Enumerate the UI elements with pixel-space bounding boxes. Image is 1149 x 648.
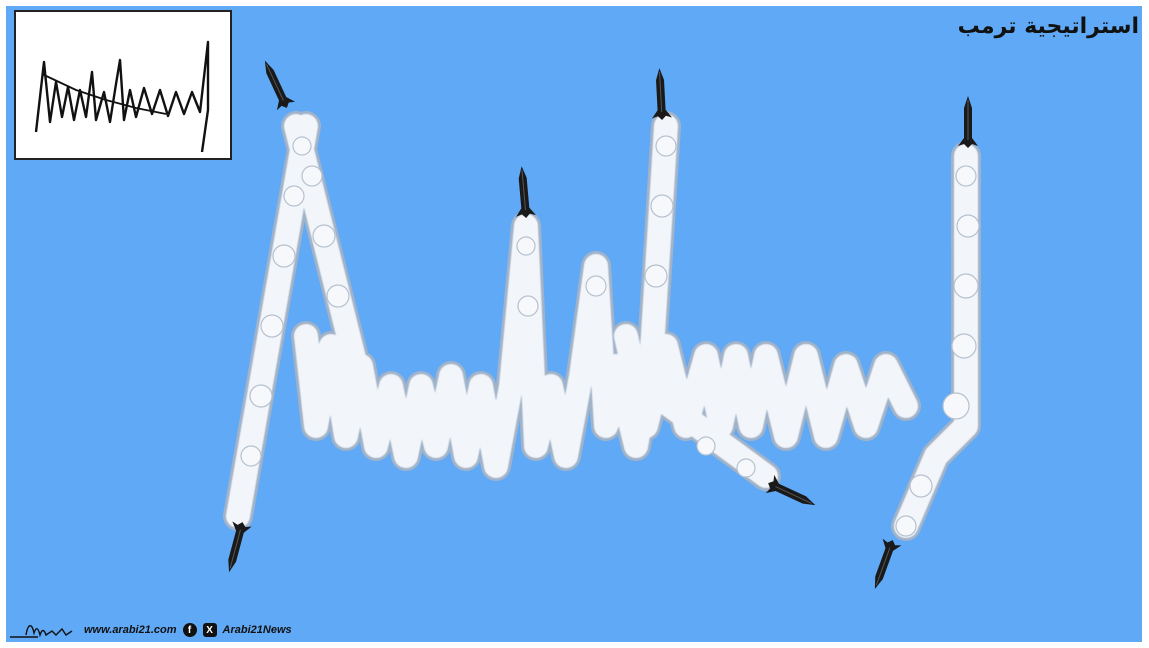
signature-inset [14, 10, 232, 160]
rocket-icon [218, 518, 253, 576]
facebook-icon[interactable]: f [182, 623, 197, 637]
rocket-icon [255, 55, 297, 113]
footer: www.arabi21.com f X Arabi21News [8, 618, 428, 642]
signature-image [34, 40, 210, 153]
rocket-icon [511, 164, 537, 220]
artist-signature-icon [10, 625, 73, 638]
rocket-icon [865, 536, 903, 593]
page-title: استراتيجية ترمب [957, 14, 1139, 39]
x-icon[interactable]: X [202, 623, 217, 637]
website-link[interactable]: www.arabi21.com [84, 624, 177, 636]
signature-smoke-trail [218, 55, 981, 593]
social-handle[interactable]: Arabi21News [222, 624, 292, 636]
rocket-icon [957, 95, 979, 149]
